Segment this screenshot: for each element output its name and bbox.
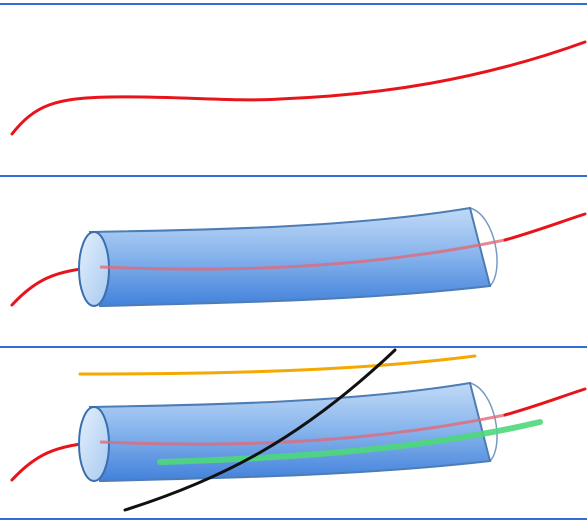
red-curve [503, 387, 587, 417]
tube-panel [10, 206, 587, 308]
red-inner [99, 238, 506, 271]
red-curve [503, 212, 587, 242]
tube-far-end [469, 207, 498, 287]
tube-body [88, 381, 492, 483]
red-curve [10, 40, 587, 136]
separators [0, 3, 587, 520]
tube-body [88, 206, 492, 308]
black-curve [123, 348, 397, 512]
tube-panel [10, 348, 587, 512]
red-inner [99, 413, 506, 446]
green-line [157, 419, 543, 465]
orange-line [78, 354, 477, 376]
tube-far-end [469, 382, 498, 462]
tube-end [78, 231, 110, 307]
tube-end [78, 406, 110, 482]
